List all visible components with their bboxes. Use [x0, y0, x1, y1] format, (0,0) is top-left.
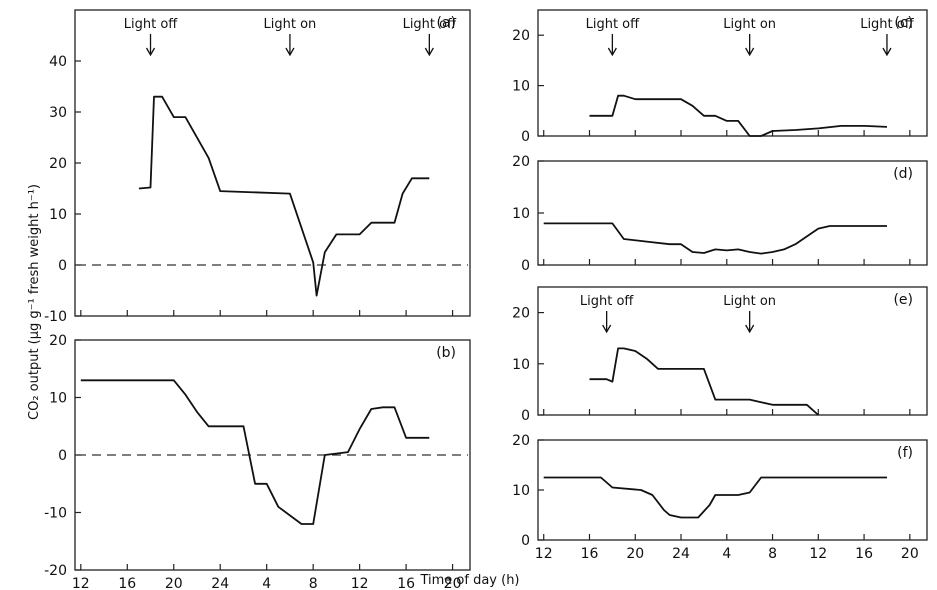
y-tick-label: 0: [521, 258, 530, 274]
x-tick-label: 12: [72, 576, 90, 590]
panel-label-c: (c): [894, 15, 913, 31]
panel-label-f: (f): [897, 445, 913, 461]
light-annotation: Light off: [860, 17, 915, 32]
panel-frame: [537, 9, 928, 137]
y-tick-label: 10: [49, 391, 67, 407]
light-annotation: Light on: [723, 17, 776, 32]
panel-frame: [537, 439, 928, 541]
y-tick-label: 10: [49, 207, 67, 223]
panel-label-b: (b): [436, 345, 456, 361]
y-tick-label: 10: [512, 357, 530, 373]
y-tick-label: 20: [512, 28, 530, 44]
x-tick-label: 24: [672, 546, 690, 562]
panel-frame: [537, 286, 928, 416]
x-axis-title: Time of day (h): [419, 573, 519, 588]
series-line-f: [543, 476, 887, 519]
x-tick-label: 16: [855, 546, 873, 562]
annotation-arrow-head: [607, 47, 617, 57]
x-tick-label: 12: [351, 576, 369, 590]
x-tick-label: 4: [722, 546, 731, 562]
y-tick-label: 10: [512, 483, 530, 499]
annotation-arrow-head: [424, 47, 434, 57]
panel-label-d: (d): [893, 166, 913, 182]
light-annotation: Light on: [264, 17, 317, 32]
y-axis-title: CO₂ output (μg g⁻¹ fresh weight h⁻¹): [27, 184, 42, 420]
x-tick-label: 20: [165, 576, 183, 590]
panel-f: 0 10 20 12 16 20 24 4 8 12 16 20 (f): [512, 433, 928, 562]
annotation-arrow-head: [882, 47, 892, 57]
x-tick-label: 4: [262, 576, 271, 590]
x-tick-label: 20: [626, 546, 644, 562]
y-tick-label: -20: [44, 563, 67, 579]
y-tick-label: 30: [49, 105, 67, 121]
panel-label-a: (a): [436, 15, 456, 31]
panel-frame: [74, 9, 471, 317]
panel-e: 0 10 20 (e) Light off Light on: [512, 286, 928, 424]
y-tick-label: 20: [512, 306, 530, 322]
y-tick-label: 10: [512, 206, 530, 222]
y-tick-label: 10: [512, 79, 530, 95]
panel-b: -20 -10 0 10 20 12 16 20 24 4 8 12 16 20 (b): [44, 333, 471, 590]
y-tick-label: 40: [49, 54, 67, 70]
x-tick-label: 8: [309, 576, 318, 590]
y-tick-label: -10: [44, 309, 67, 325]
light-annotation: Light off: [124, 17, 179, 32]
x-tick-label: 8: [768, 546, 777, 562]
x-tick-label: 16: [397, 576, 415, 590]
y-tick-label: 20: [512, 433, 530, 449]
x-tick-label: 12: [535, 546, 553, 562]
x-tick-label: 20: [444, 576, 462, 590]
light-annotation: Light off: [586, 17, 641, 32]
x-tick-label: 24: [211, 576, 229, 590]
panel-d: 0 10 20 (d): [512, 154, 928, 274]
y-tick-label: 20: [49, 333, 67, 349]
y-tick-label: 0: [521, 129, 530, 145]
annotation-arrow-head: [285, 47, 295, 57]
light-annotation: Light on: [723, 294, 776, 309]
annotation-arrow-head: [745, 47, 755, 57]
y-tick-label: 0: [58, 448, 67, 464]
series-line-a: [138, 95, 430, 297]
x-tick-label: 16: [118, 576, 136, 590]
annotation-arrow-head: [145, 47, 156, 57]
x-tick-label: 16: [581, 546, 599, 562]
series-line-b: [80, 379, 430, 525]
y-tick-label: -10: [44, 506, 67, 522]
y-tick-label: 0: [521, 533, 530, 549]
series-line-c: [589, 94, 888, 137]
series-line-e: [589, 347, 819, 416]
light-annotation: Light off: [403, 17, 458, 32]
y-tick-label: 20: [512, 154, 530, 170]
panel-label-e: (e): [893, 292, 913, 308]
series-line-d: [543, 222, 887, 255]
x-tick-label: 20: [901, 546, 919, 562]
annotation-arrow-head: [745, 324, 755, 334]
y-tick-label: 0: [58, 258, 67, 274]
annotation-arrow-head: [602, 324, 612, 334]
light-annotation: Light off: [580, 294, 635, 309]
y-tick-label: 20: [49, 156, 67, 172]
y-tick-label: 0: [521, 408, 530, 424]
x-tick-label: 12: [809, 546, 827, 562]
